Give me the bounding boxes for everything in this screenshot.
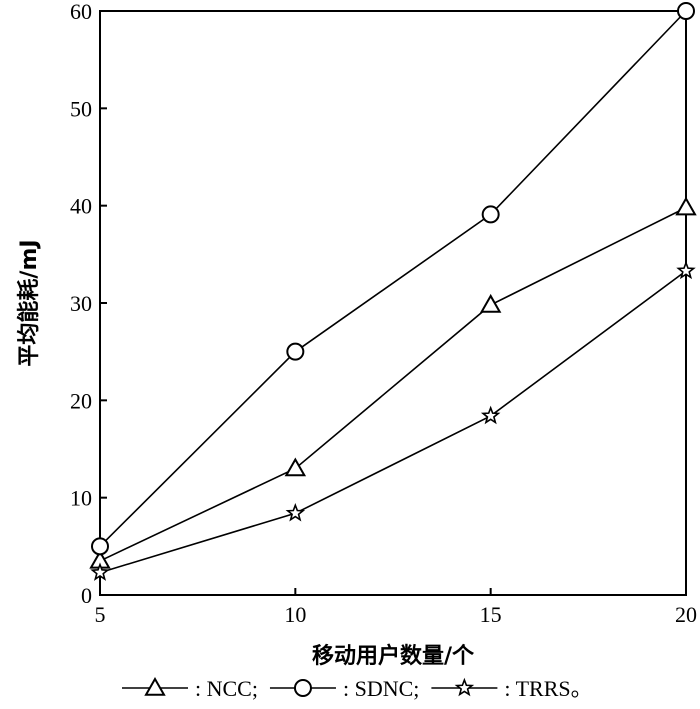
legend-label: : SDNC; bbox=[343, 676, 419, 701]
legend-label: : TRRS。 bbox=[504, 676, 592, 701]
data-point-sdnc bbox=[481, 205, 500, 224]
legend-marker-ncc bbox=[144, 676, 166, 696]
x-tick-label: 20 bbox=[675, 602, 697, 627]
series-line-sdnc bbox=[99, 10, 687, 547]
plot-frame bbox=[99, 10, 687, 596]
y-tick-label: 60 bbox=[70, 0, 92, 24]
data-point-trrs bbox=[676, 260, 696, 280]
data-point-trrs bbox=[90, 562, 110, 581]
data-point-ncc bbox=[675, 196, 697, 216]
x-axis-label: 移动用户数量/个 bbox=[312, 643, 475, 669]
series-layer bbox=[89, 2, 697, 581]
legend-item-ncc: : NCC; bbox=[122, 676, 258, 701]
y-tick-label: 10 bbox=[70, 486, 92, 511]
y-axis: 0 10 20 30 40 50 60 bbox=[70, 0, 107, 608]
y-tick-label: 0 bbox=[81, 583, 92, 608]
y-tick-label: 40 bbox=[70, 194, 92, 219]
data-point-sdnc bbox=[286, 342, 305, 361]
series-sdnc bbox=[91, 2, 695, 556]
legend-marker-sdnc bbox=[293, 679, 312, 697]
y-axis-label: 平均能耗/mJ bbox=[16, 239, 42, 366]
x-tick-label: 15 bbox=[480, 602, 502, 627]
y-tick-label: 50 bbox=[70, 96, 92, 121]
series-line-trrs bbox=[99, 270, 687, 574]
series-line-ncc bbox=[99, 206, 687, 562]
x-tick-label: 10 bbox=[284, 602, 306, 627]
y-tick-label: 20 bbox=[70, 388, 92, 413]
data-point-trrs bbox=[285, 502, 306, 522]
data-point-trrs bbox=[480, 405, 501, 425]
legend-marker-trrs bbox=[454, 677, 475, 697]
legend-label: : NCC; bbox=[195, 676, 258, 701]
data-point-sdnc bbox=[677, 2, 695, 20]
data-point-ncc bbox=[479, 293, 502, 313]
x-tick-label: 5 bbox=[95, 602, 106, 627]
legend: : NCC; : SDNC; : TRRS。 bbox=[122, 676, 593, 701]
series-ncc bbox=[89, 196, 697, 569]
data-point-sdnc bbox=[91, 537, 109, 556]
x-axis: 5 10 15 20 bbox=[95, 588, 697, 627]
legend-item-sdnc: : SDNC; bbox=[269, 676, 419, 701]
series-trrs bbox=[90, 260, 696, 581]
legend-item-trrs: : TRRS。 bbox=[431, 676, 593, 701]
data-point-ncc bbox=[284, 457, 307, 477]
y-tick-label: 30 bbox=[70, 291, 92, 316]
